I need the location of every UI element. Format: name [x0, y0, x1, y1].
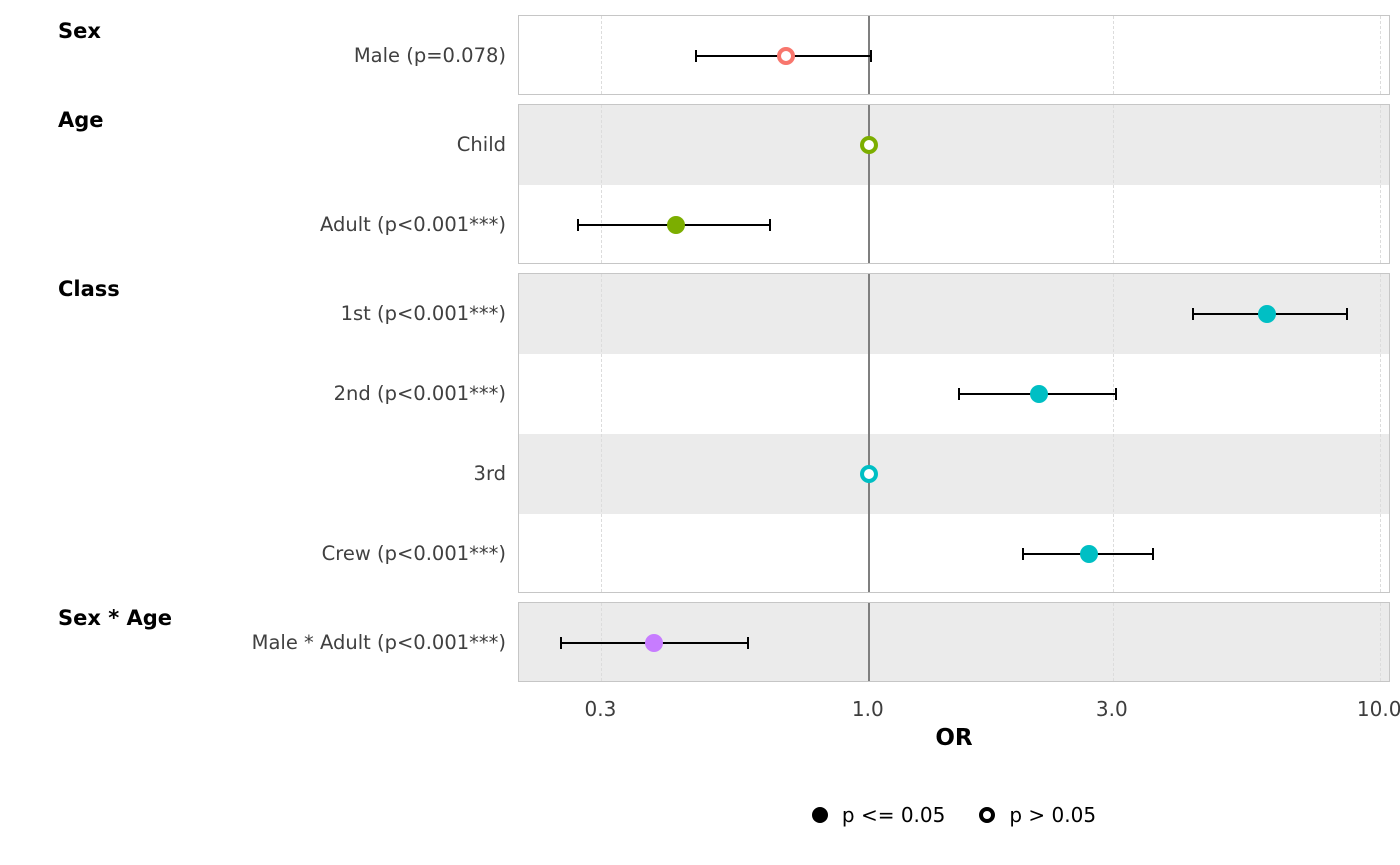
row-label: 3rd [473, 461, 506, 485]
gridline [601, 16, 603, 94]
or-point [1257, 305, 1276, 323]
plot-area: Sex Male (p=0.078) Age Child Adult (p<0.001*… [0, 15, 1400, 682]
facet-band-sex-age: Sex * Age Male * Adult (p<0.001***) [0, 602, 1400, 682]
group-label: Sex * Age [58, 606, 173, 630]
gridline [1380, 274, 1382, 592]
row-marker [519, 354, 1389, 434]
group-label: Class [58, 277, 120, 301]
gridline [1380, 16, 1382, 94]
row-stripe [519, 105, 1389, 185]
panel [518, 15, 1390, 95]
gridline [1112, 16, 1114, 94]
ci-cap-high [1152, 548, 1155, 560]
x-tick-label: 3.0 [1095, 697, 1128, 721]
x-tick-label: 10.0 [1356, 697, 1400, 721]
row-marker [519, 105, 1389, 185]
legend-item-significant: p <= 0.05 [811, 803, 946, 827]
or-point [859, 136, 878, 154]
facet-band-age: Age Child Adult (p<0.001***) [0, 104, 1400, 264]
row-marker [519, 514, 1389, 592]
facet-band-class: Class 1st (p<0.001***) 2nd (p<0.001***) 3rd… [0, 273, 1400, 593]
gridline [1112, 603, 1114, 681]
group-label: Sex [58, 19, 101, 43]
reference-line [867, 274, 870, 592]
row-stripe [519, 354, 1389, 434]
open-dot-icon [979, 807, 996, 823]
row-stripe [519, 514, 1389, 592]
row-label: Crew (p<0.001***) [321, 541, 506, 565]
label-column: Class 1st (p<0.001***) 2nd (p<0.001***) 3rd… [0, 273, 518, 593]
row-stripe [519, 434, 1389, 514]
row-label: 2nd (p<0.001***) [333, 381, 506, 405]
or-point [777, 47, 796, 65]
ci-cap-high [1115, 388, 1118, 400]
legend-item-not-significant: p > 0.05 [979, 803, 1096, 827]
row-label: Male * Adult (p<0.001***) [251, 630, 506, 654]
ci-cap-low [577, 219, 579, 231]
ci-cap-high [870, 50, 872, 62]
gridline [601, 105, 603, 263]
legend-label-significant: p <= 0.05 [841, 803, 946, 827]
ci-cap-high [1345, 308, 1348, 320]
ci-cap-low [1021, 548, 1024, 560]
label-column: Sex * Age Male * Adult (p<0.001***) [0, 602, 518, 682]
row-marker [519, 16, 1389, 94]
ci-cap-high [768, 219, 771, 231]
or-point [859, 465, 878, 483]
ci-cap-low [695, 50, 698, 62]
legend: p <= 0.05 p > 0.05 [518, 803, 1390, 827]
ci-cap-low [957, 388, 960, 400]
or-point [1080, 545, 1099, 563]
row-label: Male (p=0.078) [353, 43, 506, 67]
legend-label-not-significant: p > 0.05 [1009, 803, 1097, 827]
x-axis: 0.3 1.0 3.0 10.0 [518, 691, 1400, 721]
gridline [1112, 274, 1114, 592]
row-label: Adult (p<0.001***) [319, 212, 506, 236]
facet-band-sex: Sex Male (p=0.078) [0, 15, 1400, 95]
x-tick-label: 0.3 [584, 697, 617, 721]
x-tick-label: 1.0 [851, 697, 884, 721]
reference-line [867, 105, 870, 263]
panel [518, 104, 1390, 264]
or-point [1029, 385, 1048, 403]
ci-cap-low [1191, 308, 1194, 320]
panel [518, 602, 1390, 682]
row-marker [519, 274, 1389, 354]
label-column: Sex Male (p=0.078) [0, 15, 518, 95]
reference-line [867, 603, 870, 681]
row-marker [519, 603, 1389, 681]
row-marker [519, 434, 1389, 514]
label-column: Age Child Adult (p<0.001***) [0, 104, 518, 264]
panel [518, 273, 1390, 593]
filled-dot-icon [811, 807, 828, 823]
row-label: Child [456, 132, 506, 156]
ci-cap-low [559, 637, 562, 649]
row-label: 1st (p<0.001***) [340, 301, 506, 325]
gridline [1380, 105, 1382, 263]
gridline [1380, 603, 1382, 681]
or-point [644, 634, 663, 652]
row-stripe [519, 16, 1389, 94]
ci-cap-high [746, 637, 749, 649]
row-marker [519, 185, 1389, 263]
or-point [667, 216, 686, 234]
gridline [601, 274, 603, 592]
group-label: Age [58, 108, 104, 132]
gridline [1112, 105, 1114, 263]
x-axis-title: OR [935, 725, 973, 751]
